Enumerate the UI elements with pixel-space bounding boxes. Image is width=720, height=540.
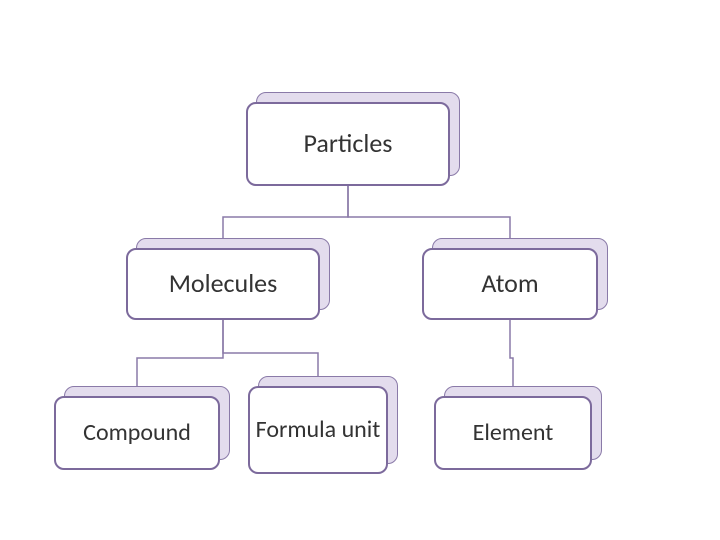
node-front: Compound	[54, 396, 220, 470]
node-label: Compound	[83, 419, 191, 447]
node-front: Atom	[422, 248, 598, 320]
node-atom: Atom	[422, 238, 608, 320]
node-label: Element	[473, 419, 554, 447]
node-label: Atom	[481, 269, 538, 299]
connector-molecules-compound	[137, 320, 223, 396]
node-particles: Particles	[246, 92, 460, 186]
node-front: Formula unit	[248, 386, 388, 474]
node-formula_unit: Formula unit	[248, 376, 398, 474]
connector-atom-element	[510, 320, 513, 396]
node-front: Element	[434, 396, 592, 470]
node-compound: Compound	[54, 386, 230, 470]
node-label: Formula unit	[256, 416, 381, 444]
node-front: Molecules	[126, 248, 320, 320]
node-label: Molecules	[169, 269, 278, 299]
node-molecules: Molecules	[126, 238, 330, 320]
node-label: Particles	[304, 129, 393, 159]
node-front: Particles	[246, 102, 450, 186]
node-element: Element	[434, 386, 602, 470]
